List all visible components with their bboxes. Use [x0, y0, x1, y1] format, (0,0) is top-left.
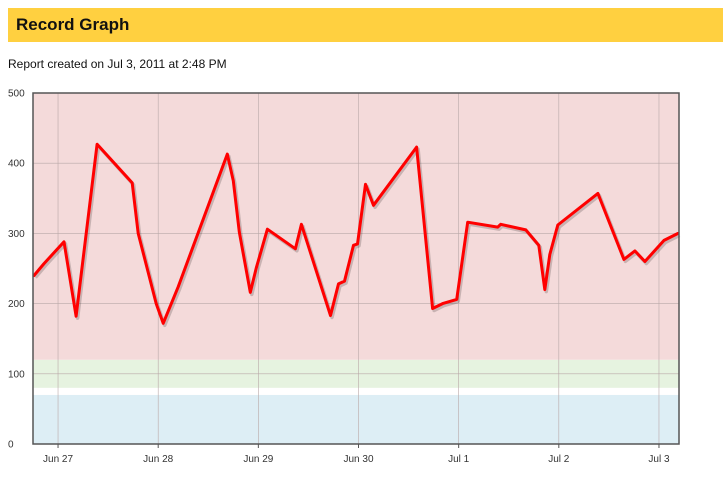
data-point: [130, 181, 134, 185]
y-tick-label: 300: [8, 229, 25, 240]
data-point: [431, 307, 434, 310]
data-point: [543, 288, 546, 291]
header-bar: Record Graph: [8, 8, 723, 42]
data-point: [455, 298, 458, 301]
y-tick-label: 400: [8, 159, 25, 170]
data-point: [42, 262, 46, 265]
data-point: [154, 302, 158, 305]
data-point: [662, 239, 666, 242]
band-3: [33, 93, 679, 360]
page-title: Record Graph: [16, 15, 130, 34]
data-point: [441, 302, 444, 305]
data-point: [173, 295, 176, 298]
band-0: [33, 394, 679, 444]
data-point: [294, 247, 297, 251]
y-tick-label: 200: [8, 299, 25, 310]
x-tick-label: Jun 27: [43, 454, 73, 465]
data-point: [548, 253, 551, 256]
record-line-chart: 0 100 200 300 400 500 Jun 27 Jun 28 Jun 29 Jun 30…: [8, 89, 681, 465]
data-point: [255, 266, 258, 269]
y-tick-label: 500: [8, 89, 25, 100]
plot-border: [32, 92, 680, 445]
data-point: [95, 143, 99, 146]
data-point: [136, 232, 140, 235]
data-point: [232, 179, 235, 182]
data-point: [343, 279, 346, 283]
x-tick-label: Jul 2: [548, 454, 570, 465]
data-point: [524, 228, 527, 232]
x-tick-label: Jul 3: [648, 454, 670, 465]
data-point: [643, 260, 647, 263]
data-point: [499, 223, 502, 226]
data-point: [266, 227, 269, 231]
data-point: [633, 249, 637, 253]
data-point: [62, 240, 66, 244]
data-point: [364, 183, 367, 186]
data-point: [300, 223, 303, 226]
x-tick-label: Jul 1: [448, 454, 470, 465]
x-tick-label: Jun 30: [343, 454, 373, 465]
band-1: [33, 387, 679, 395]
x-tick-label: Jun 28: [143, 454, 173, 465]
data-point: [537, 244, 540, 247]
data-point: [352, 244, 355, 247]
data-point: [249, 291, 252, 294]
data-point: [226, 152, 229, 156]
data-point: [356, 242, 359, 246]
data-point: [372, 204, 375, 207]
data-point: [329, 314, 332, 317]
series-line: [32, 142, 680, 325]
x-tick-label: Jun 29: [243, 454, 273, 465]
data-point: [238, 230, 241, 234]
data-point: [415, 145, 418, 149]
data-point: [556, 223, 560, 227]
data-point: [622, 258, 626, 261]
data-point: [496, 225, 499, 229]
data-point: [466, 220, 469, 224]
y-tick-label: 100: [8, 369, 25, 380]
data-point: [177, 285, 180, 288]
data-point: [74, 315, 78, 318]
data-point: [596, 192, 600, 195]
report-timestamp: Report created on Jul 3, 2011 at 2:48 PM: [8, 57, 227, 71]
data-point: [337, 282, 340, 286]
data-point: [162, 322, 165, 325]
y-tick-label: 0: [8, 440, 14, 451]
